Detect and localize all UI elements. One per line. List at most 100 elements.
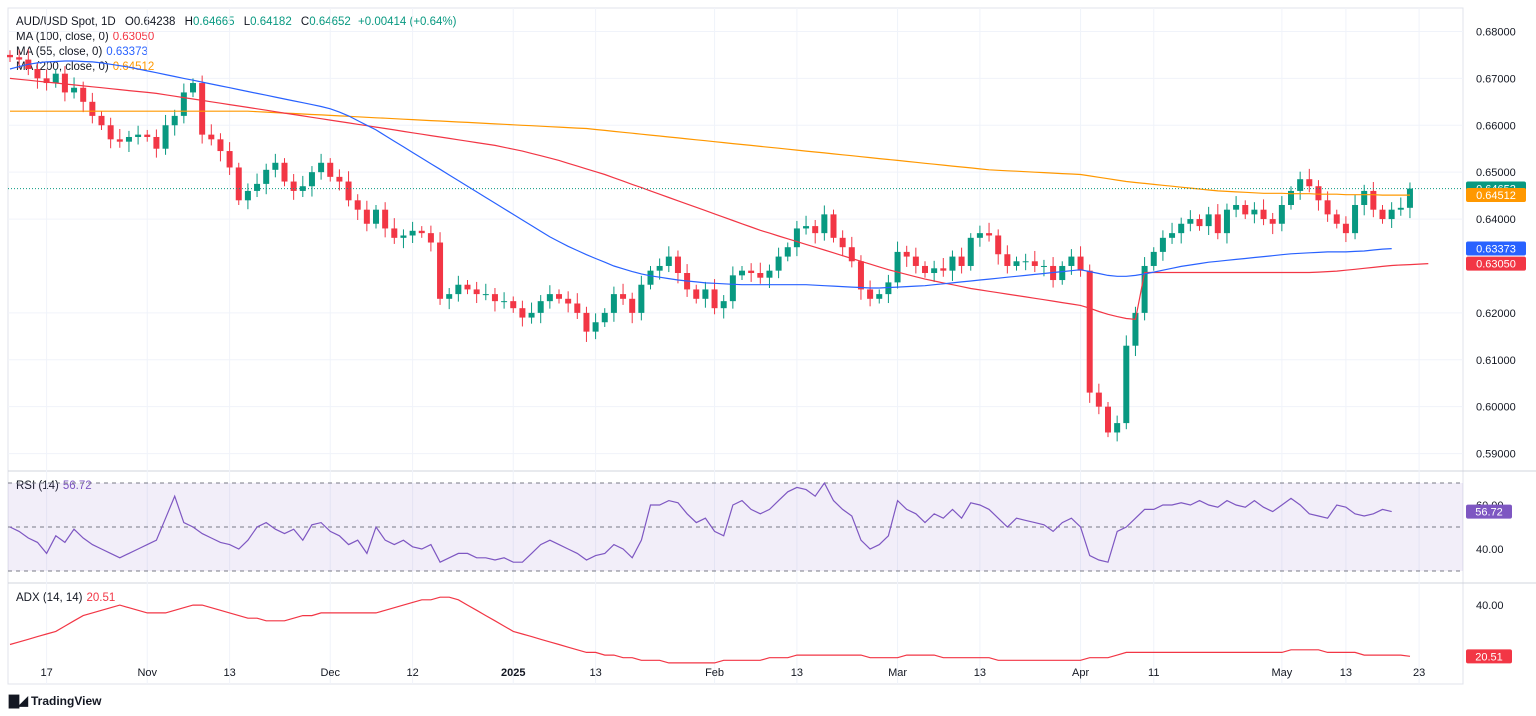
candle-body: [1196, 219, 1203, 227]
candle-body: [208, 134, 215, 140]
candle-body: [1187, 219, 1194, 224]
candle-body: [16, 57, 23, 60]
candle-body: [1114, 423, 1121, 433]
candle-body: [373, 209, 379, 224]
time-tick-label: Apr: [1072, 667, 1089, 679]
adx-badge-label: 20.51: [1475, 651, 1503, 663]
price-tick-label: 0.59000: [1476, 449, 1516, 461]
candle-body: [766, 270, 773, 278]
candle-body: [656, 265, 663, 271]
candle-body: [565, 298, 572, 304]
ma200-line: [10, 110, 1410, 196]
candle-body: [52, 73, 59, 84]
change-value: +0.00414 (+0.64%): [358, 16, 457, 28]
time-tick-label: May: [1271, 667, 1292, 679]
adx-legend[interactable]: ADX (14, 14) 20.51: [16, 592, 115, 604]
candle-body: [80, 87, 87, 102]
candle-body: [1233, 204, 1240, 210]
candle-body: [546, 294, 553, 302]
adx-line: [9, 596, 1411, 664]
candle-body: [967, 237, 974, 266]
candle-body: [409, 230, 416, 236]
time-tick-label: Mar: [888, 667, 907, 679]
candle-body: [583, 312, 590, 332]
candle-body: [34, 68, 41, 79]
rsi-badge-label: 56.72: [1475, 507, 1503, 519]
candle-body: [391, 228, 398, 238]
price-badge-label: 0.63050: [1476, 259, 1516, 271]
candle-body: [958, 256, 965, 266]
candle-body: [510, 301, 517, 309]
candle-body: [839, 237, 846, 248]
candle-body: [793, 228, 800, 248]
candle-body: [1077, 256, 1084, 271]
ma100-legend[interactable]: MA (100, close, 0) 0.63050: [16, 31, 154, 43]
candle-body: [922, 265, 928, 274]
candle-body: [1352, 204, 1359, 234]
candle-body: [1022, 261, 1029, 263]
candle-body: [7, 54, 13, 58]
candle-body: [162, 125, 169, 149]
price-badge-label: 0.63373: [1476, 243, 1516, 255]
time-tick-label: 12: [406, 667, 418, 679]
price-tick-label: 0.66000: [1476, 120, 1516, 132]
candle-body: [135, 134, 142, 137]
candle-body: [180, 92, 187, 116]
candle-body: [739, 270, 745, 276]
candle-body: [272, 162, 279, 170]
candle-body: [171, 115, 178, 126]
rsi-tick-label: 40.00: [1476, 544, 1504, 556]
candle-body: [345, 181, 352, 201]
candle-body: [821, 214, 828, 234]
candle-body: [592, 322, 599, 332]
high-label: H: [184, 16, 193, 28]
candle-body: [1040, 265, 1047, 267]
candle-body: [1397, 207, 1404, 210]
brand-name: TradingView: [31, 694, 102, 708]
symbol-title: AUD/USD Spot, 1D: [16, 16, 116, 28]
candle-body: [638, 284, 645, 313]
candle-body: [125, 136, 132, 142]
candle-body: [693, 289, 700, 299]
candle-body: [1269, 219, 1276, 224]
ma55-legend[interactable]: MA (55, close, 0) 0.63373: [16, 46, 148, 58]
candle-body: [455, 284, 462, 295]
candle-body: [1150, 251, 1157, 266]
time-tick-label: 13: [974, 667, 986, 679]
price-badge: [1466, 256, 1526, 271]
candle-body: [1406, 188, 1413, 208]
low-label: L: [243, 16, 251, 28]
candle-body: [1361, 190, 1368, 205]
price-badge: [1466, 241, 1526, 256]
rsi-badge: [1466, 504, 1512, 519]
candle-body: [1004, 254, 1011, 266]
candle-body: [1095, 392, 1102, 407]
candle-body: [949, 256, 956, 271]
low-value: 0.64182: [250, 16, 292, 28]
candle-body: [1297, 179, 1304, 191]
candle-body: [620, 294, 627, 299]
price-badge: [1466, 188, 1526, 203]
candle-body: [775, 256, 782, 271]
candle-body: [610, 294, 617, 313]
candle-body: [144, 134, 151, 137]
candle-body: [71, 87, 78, 93]
candle-body: [857, 261, 864, 290]
candle-body: [446, 294, 453, 299]
candle-body: [748, 270, 755, 274]
candle-body: [1251, 209, 1258, 215]
candle-body: [1214, 214, 1221, 234]
tradingview-logo[interactable]: ▇◢ TradingView: [9, 693, 101, 709]
candle-body: [190, 83, 196, 93]
candle-body: [235, 167, 242, 201]
candle-body: [903, 251, 910, 257]
candle-body: [199, 83, 206, 135]
candle-body: [995, 235, 1002, 255]
tradingview-logo-icon: ▇◢: [9, 693, 28, 708]
candle-body: [1333, 214, 1340, 224]
candle-body: [153, 136, 160, 149]
time-tick-label: Feb: [705, 667, 724, 679]
candle-body: [629, 298, 636, 313]
candle-body: [1132, 312, 1139, 346]
